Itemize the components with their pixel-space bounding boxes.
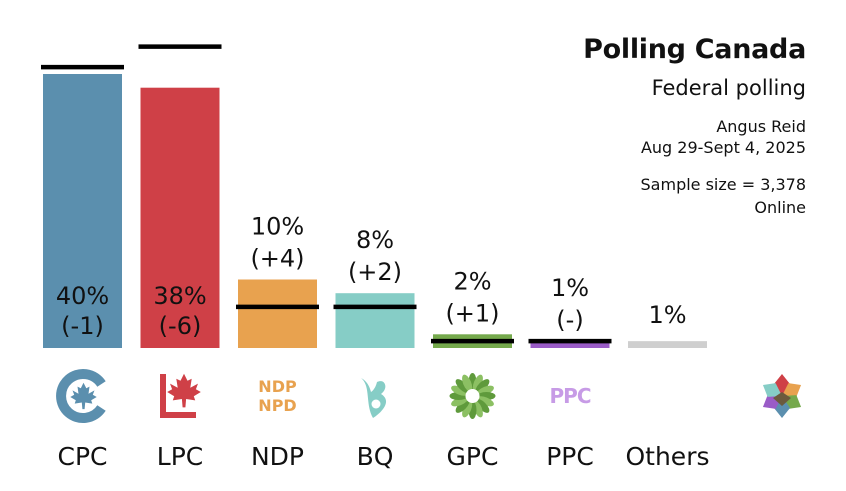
gpc-logo-petal (475, 398, 490, 413)
polling-canada-brand-icon (762, 374, 802, 418)
poll-method: Online (754, 198, 806, 217)
cpc-logo-leaf (70, 382, 97, 410)
bar-ndp (238, 279, 317, 348)
pollster-name: Angus Reid (716, 117, 806, 136)
change-label-ndp: (+4) (250, 245, 304, 273)
lpc-logo-leaf (167, 373, 201, 408)
category-label-ndp: NDP (251, 442, 304, 471)
change-label-cpc: (-1) (61, 312, 104, 340)
gpc-logo-petal (455, 379, 470, 394)
brand-center (773, 392, 791, 406)
gpc-logo-petal (476, 396, 494, 407)
value-label-cpc: 40% (56, 282, 109, 310)
gpc-logo-petal (475, 379, 490, 394)
bar-lpc (140, 87, 220, 348)
change-label-lpc: (-6) (159, 312, 202, 340)
change-label-gpc: (+1) (445, 299, 499, 327)
lpc-logo-icon (160, 373, 201, 418)
chart-title: Polling Canada (583, 34, 806, 65)
change-label-bq: (+2) (348, 258, 402, 286)
bq-logo-icon (361, 378, 387, 418)
bq-logo-shape (361, 378, 387, 418)
brand-petal (774, 396, 790, 418)
ppc-logo-icon: PPC (550, 384, 592, 408)
category-label-others: Others (625, 442, 709, 471)
cpc-logo-icon (56, 369, 106, 423)
value-label-others: 1% (648, 301, 686, 329)
ndp-logo-text-bottom: NPD (258, 396, 296, 415)
brand-petal (774, 374, 790, 396)
lpc-logo-letter (160, 374, 196, 418)
change-label-ppc: (-) (556, 306, 583, 334)
value-label-bq: 8% (356, 226, 394, 254)
category-label-bq: BQ (357, 442, 394, 471)
gpc-logo-petal (462, 400, 473, 418)
gpc-logo-petal (472, 374, 483, 392)
cpc-logo-ring (56, 369, 106, 423)
gpc-logo-petal (451, 385, 469, 396)
poll-dates: Aug 29-Sept 4, 2025 (640, 138, 806, 157)
value-label-ndp: 10% (251, 213, 304, 241)
ppc-logo-text: PPC (550, 384, 591, 408)
brand-petal (762, 383, 782, 397)
bar-others (628, 341, 707, 348)
bq-logo-hole (371, 399, 381, 409)
value-label-gpc: 2% (453, 267, 491, 295)
category-label-gpc: GPC (447, 442, 499, 471)
gpc-logo-petal (462, 374, 473, 392)
gpc-logo-icon (449, 373, 496, 419)
bar-bq (335, 293, 415, 348)
value-label-ppc: 1% (551, 274, 589, 302)
gpc-logo-center (465, 389, 480, 403)
chart-subtitle: Federal polling (651, 76, 806, 100)
value-label-lpc: 38% (153, 282, 206, 310)
brand-petal (782, 383, 802, 397)
ndp-logo-text-top: NDP (258, 377, 297, 396)
bar-ppc (530, 341, 610, 348)
category-label-lpc: LPC (157, 442, 203, 471)
category-label-cpc: CPC (58, 442, 108, 471)
sample-size: Sample size = 3,378 (640, 175, 806, 194)
gpc-logo-petal (455, 398, 470, 413)
bar-cpc (43, 74, 122, 348)
category-label-ppc: PPC (546, 442, 594, 471)
